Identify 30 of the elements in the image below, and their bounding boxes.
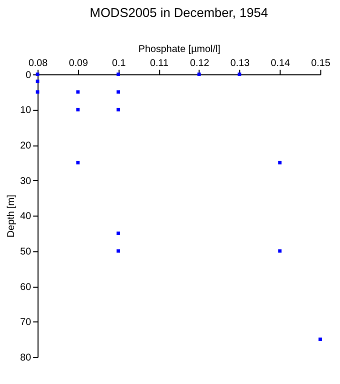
y-tick-label: 10 xyxy=(20,105,32,116)
point xyxy=(76,108,80,112)
point xyxy=(36,72,40,76)
point xyxy=(116,72,120,76)
y-tick-label: 0 xyxy=(26,70,32,81)
y-axis-title: Depth [m] xyxy=(6,194,18,238)
y-tick-label: 70 xyxy=(20,317,32,328)
y-tick-label: 50 xyxy=(20,246,32,258)
y-tick-label: 40 xyxy=(20,211,32,222)
y-tick-label: 60 xyxy=(20,282,32,293)
chart-title: MODS2005 in December, 1954 xyxy=(90,4,268,20)
y-tick-label: 80 xyxy=(20,352,32,364)
point xyxy=(318,338,322,342)
y-tick-label: 30 xyxy=(20,176,32,187)
x-tick-label: 0.13 xyxy=(230,58,250,69)
point xyxy=(36,80,40,84)
x-tick-label: 0.08 xyxy=(28,58,48,69)
point xyxy=(278,160,282,164)
point xyxy=(197,72,201,76)
x-tick-label: 0.11 xyxy=(150,58,169,69)
x-tick-label: 0.09 xyxy=(68,58,89,69)
x-tick-label: 0.1 xyxy=(112,58,126,69)
point xyxy=(116,108,120,112)
point xyxy=(116,232,120,236)
y-tick-label: 20 xyxy=(20,140,32,152)
point xyxy=(76,160,80,164)
x-tick-label: 0.12 xyxy=(190,58,210,69)
x-tick-label: 0.14 xyxy=(270,58,290,69)
x-tick-label: 0.15 xyxy=(311,58,331,69)
x-axis-title: Phosphate [µmol/l] xyxy=(138,44,221,56)
